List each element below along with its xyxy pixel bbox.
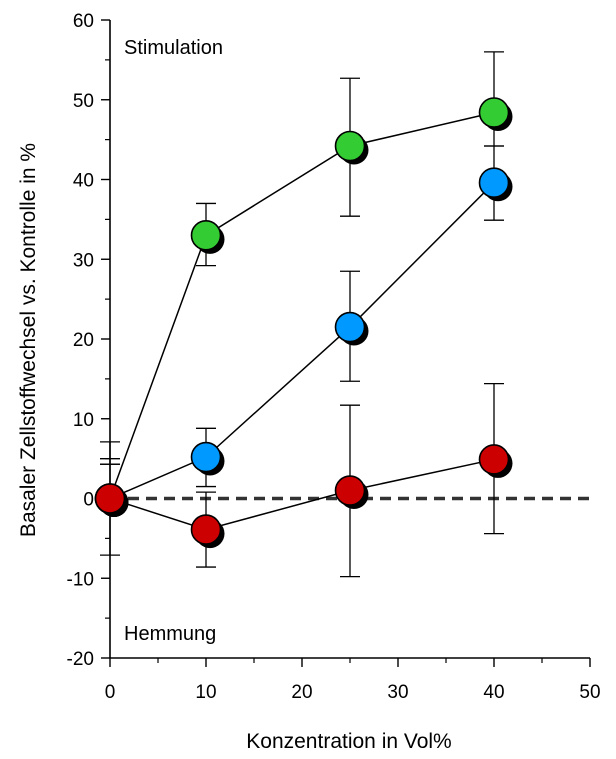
y-tick-label: 60: [73, 11, 94, 32]
annotation-hemmung: Hemmung: [124, 623, 216, 645]
data-point-red: [94, 483, 126, 514]
y-tick-label: -20: [67, 649, 94, 670]
data-point-green: [334, 130, 366, 162]
data-point-blue: [190, 441, 222, 473]
data-point-green: [478, 97, 510, 128]
data-point-red: [190, 514, 222, 545]
data-point-red: [334, 475, 366, 506]
x-tick-label: 0: [105, 682, 116, 703]
y-tick-label: 40: [73, 171, 94, 192]
y-tick-label: -10: [67, 569, 94, 590]
plot-area: -20 -10 0 10 20 30 40 50 60 0 10 20 30 40 50: [67, 11, 601, 703]
data-point-blue: [334, 311, 366, 343]
y-tick-label: 20: [73, 330, 94, 351]
y-tick-label: 0: [83, 490, 94, 511]
y-tick-label: 50: [73, 91, 94, 112]
x-tick-label: 10: [195, 682, 216, 703]
x-tick-label: 30: [387, 682, 408, 703]
annotation-stimulation: Stimulation: [124, 37, 223, 59]
x-axis-title: Konzentration in Vol%: [246, 730, 451, 753]
data-point-green: [190, 220, 222, 251]
series-line-red: [109, 458, 495, 531]
series-line-green: [109, 111, 495, 499]
y-axis-title: Basaler Zellstoffwechsel vs. Kontrolle i…: [17, 143, 40, 537]
x-tick-label: 20: [291, 682, 312, 703]
x-tick-label: 50: [579, 682, 600, 703]
data-point-blue: [478, 167, 510, 198]
y-tick-label: 30: [73, 250, 94, 271]
y-tick-label: 10: [73, 410, 94, 431]
x-tick-label: 40: [483, 682, 504, 703]
series-line-blue: [109, 182, 495, 500]
data-point-red: [478, 444, 510, 475]
